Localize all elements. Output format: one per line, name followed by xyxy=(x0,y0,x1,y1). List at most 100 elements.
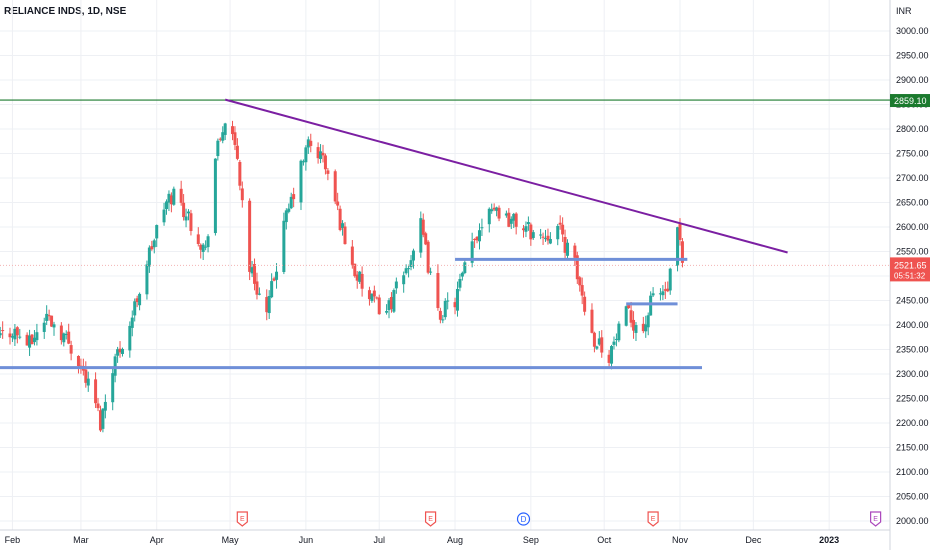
candle-body xyxy=(583,296,587,312)
candle-body xyxy=(47,315,51,317)
candle-body xyxy=(152,240,156,248)
candle-body xyxy=(172,188,176,205)
candle-body xyxy=(309,140,313,146)
candle-body xyxy=(646,315,650,328)
event-marker-earnings[interactable]: E xyxy=(647,511,659,527)
candle-body xyxy=(475,236,479,241)
candle-body xyxy=(556,225,560,240)
candle-body xyxy=(28,335,32,348)
candle-body xyxy=(546,235,550,241)
event-label: D xyxy=(521,515,527,524)
earnings-icon xyxy=(647,511,659,527)
candle-body xyxy=(62,333,66,343)
candle-body xyxy=(69,345,73,354)
candle-body xyxy=(116,349,120,356)
candles xyxy=(0,120,684,433)
candle-body xyxy=(59,325,63,341)
candle-body xyxy=(377,297,381,315)
candle-body xyxy=(316,147,320,159)
price-axis-tick: 2400.00 xyxy=(896,320,929,330)
time-axis-tick: Feb xyxy=(5,535,21,545)
candle-body xyxy=(135,298,139,303)
candle-body xyxy=(138,293,142,306)
candle-body xyxy=(597,338,601,345)
price-axis-tick: 2950.00 xyxy=(896,51,929,61)
candle-body xyxy=(10,336,14,338)
candle-body xyxy=(436,273,440,309)
candle-body xyxy=(101,408,105,429)
candle-body xyxy=(323,155,327,170)
candle-body xyxy=(0,333,2,336)
time-axis-tick: Sep xyxy=(523,535,539,545)
candle-body xyxy=(35,332,39,341)
candle-body xyxy=(162,209,166,223)
candle-body xyxy=(84,369,88,383)
earnings-icon xyxy=(236,511,248,527)
candle-body xyxy=(522,228,526,231)
candle-body xyxy=(497,207,501,219)
candle-body xyxy=(103,401,107,411)
candle-body xyxy=(411,250,415,261)
candle-body xyxy=(668,268,672,291)
candle-body xyxy=(385,311,389,313)
candle-body xyxy=(524,226,528,232)
candle-body xyxy=(663,289,667,291)
candle-body xyxy=(155,225,159,239)
price-axis-tick: 2050.00 xyxy=(896,492,929,502)
candle-body xyxy=(150,246,154,250)
candle-body xyxy=(187,211,191,214)
candle-body xyxy=(624,306,628,326)
price-axis-tick: 2250.00 xyxy=(896,394,929,404)
event-marker-earnings[interactable]: E xyxy=(236,511,248,527)
candle-body xyxy=(651,293,655,296)
candle-body xyxy=(257,293,261,295)
candle-body xyxy=(235,145,239,159)
candle-body xyxy=(164,201,168,210)
candle-body xyxy=(179,188,183,203)
price-axis-tick: 2600.00 xyxy=(896,222,929,232)
candle-body xyxy=(18,336,22,338)
time-axis-tick: Mar xyxy=(73,535,89,545)
candle-body xyxy=(76,355,80,367)
candle-body xyxy=(94,379,98,404)
candle-body xyxy=(529,224,533,240)
time-axis-tick: Dec xyxy=(745,535,762,545)
candle-body xyxy=(632,319,636,331)
candle-body xyxy=(558,222,562,225)
event-marker-earnings[interactable]: E xyxy=(870,511,882,527)
candle-body xyxy=(629,310,633,323)
candle-body xyxy=(221,132,225,141)
candle-body xyxy=(216,140,220,157)
trend-line xyxy=(224,98,788,254)
event-marker-earnings[interactable]: E xyxy=(424,511,437,527)
candle-body xyxy=(453,302,457,308)
candle-body xyxy=(199,244,203,250)
candle-body xyxy=(495,207,499,211)
candle-body xyxy=(680,241,684,263)
candle-body xyxy=(504,213,508,216)
event-marker-dividend[interactable]: D xyxy=(516,512,531,526)
candle-body xyxy=(490,209,494,212)
price-axis-tick: 2450.00 xyxy=(896,296,929,306)
candle-body xyxy=(287,208,291,212)
candle-body xyxy=(265,297,269,313)
dividend-icon xyxy=(516,512,531,526)
candle-body xyxy=(206,236,210,248)
candle-body xyxy=(477,230,481,242)
candle-body xyxy=(492,207,496,210)
candle-body xyxy=(600,337,604,353)
candle-body xyxy=(509,218,513,224)
candle-body xyxy=(592,332,596,347)
price-axis-tick: 2150.00 xyxy=(896,443,929,453)
candle-body xyxy=(367,290,371,300)
candle-body xyxy=(201,244,205,252)
candle-body xyxy=(255,281,259,295)
candle-body xyxy=(321,152,325,156)
candle-body xyxy=(223,123,227,135)
candle-body xyxy=(512,213,516,221)
candle-body xyxy=(634,325,638,333)
candle-body xyxy=(319,151,323,160)
time-axis-tick: Nov xyxy=(672,535,689,545)
candle-body xyxy=(25,334,29,346)
